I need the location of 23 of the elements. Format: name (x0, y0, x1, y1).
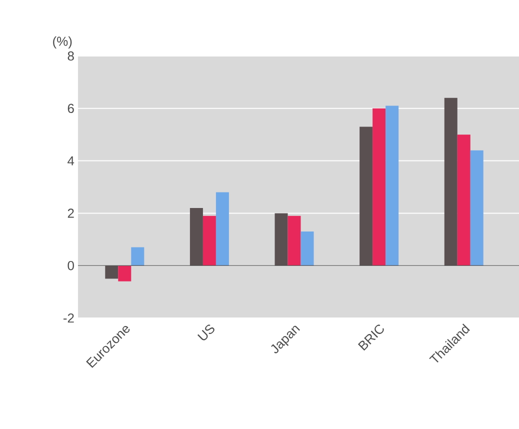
bar (457, 134, 470, 266)
bar (372, 108, 386, 266)
y-tick-label: 4 (68, 156, 74, 166)
bar (288, 216, 301, 266)
y-tick-label: 0 (68, 260, 74, 270)
bar (300, 232, 314, 266)
bar (470, 150, 484, 266)
y-tick-label: 2 (68, 208, 74, 218)
y-tick-label: -2 (63, 313, 74, 323)
y-tick-label: 6 (68, 104, 74, 114)
y-tick-label: 8 (68, 51, 74, 61)
bar (360, 126, 373, 266)
bar (386, 106, 399, 266)
y-axis-title: (%) (53, 36, 72, 48)
bar (444, 98, 458, 266)
bar (131, 247, 144, 266)
bar (190, 208, 203, 266)
bar (105, 266, 118, 279)
x-tick-label: US (197, 324, 214, 340)
bar (202, 216, 216, 266)
bar (274, 213, 288, 266)
bar (118, 266, 132, 282)
bar (216, 192, 229, 266)
